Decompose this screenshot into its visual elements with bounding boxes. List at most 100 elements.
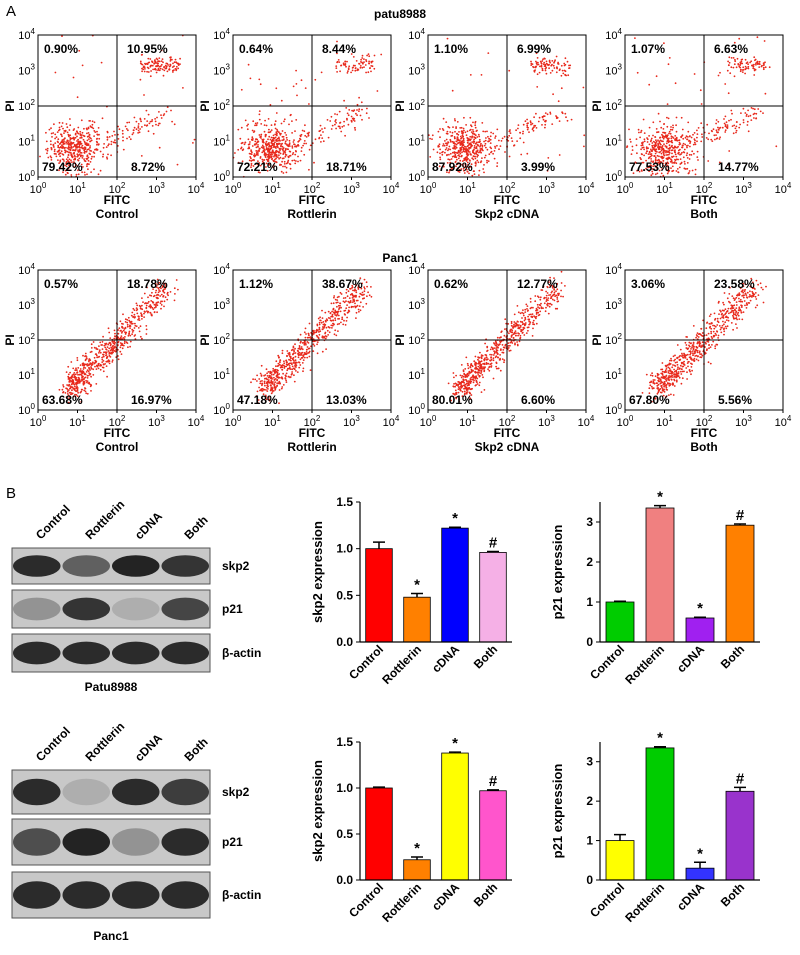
event-dot [284,377,287,380]
event-dot [275,132,278,135]
event-dot [89,385,92,388]
event-dot [499,369,502,372]
event-dot [562,295,564,298]
event-dot [82,383,85,386]
event-dot [736,57,739,60]
event-dot [120,353,123,355]
event-dot [465,124,467,126]
event-dot [743,300,746,302]
x-tick-label: 100 [225,181,242,196]
event-dot [744,65,747,68]
event-dot [73,138,76,141]
event-dot [105,348,108,351]
tick-base: 10 [696,184,708,196]
event-dot [337,125,340,128]
event-dot [87,382,90,385]
event-dot [345,320,348,322]
event-dot [343,313,346,315]
event-dot [119,346,122,349]
event-dot [461,375,464,377]
event-dot [495,362,498,365]
event-dot [555,55,558,58]
event-dot [490,365,493,367]
event-dot [67,159,69,162]
event-dot [549,297,552,300]
event-dot [459,144,462,146]
event-dot [67,394,70,397]
event-dot [731,125,734,127]
event-dot [270,152,273,154]
event-dot [477,133,480,136]
event-dot [346,316,348,319]
event-dot [509,132,512,135]
event-dot [504,328,506,330]
event-dot [109,356,112,358]
event-dot [490,353,493,356]
event-dot [294,347,296,350]
event-dot [255,142,258,145]
event-dot [461,385,463,387]
event-dot [149,120,152,123]
event-dot [153,303,156,306]
event-dot [305,333,307,335]
event-dot [280,99,283,102]
event-dot [535,112,537,115]
event-dot [526,152,529,155]
event-dot [73,162,76,165]
event-dot [290,359,292,362]
event-dot [322,140,325,143]
event-dot [677,145,679,148]
event-dot [666,125,669,128]
event-dot [276,143,279,145]
event-dot [639,136,641,139]
event-dot [151,300,154,303]
event-dot [454,153,457,156]
event-dot [145,304,148,307]
event-dot [312,340,315,343]
event-dot [249,77,252,80]
event-dot [645,146,648,149]
event-dot [343,319,345,322]
event-dot [320,134,322,137]
event-dot [87,144,90,147]
event-dot [662,162,664,165]
tick-base: 10 [343,417,355,429]
event-dot [274,150,277,153]
event-dot [65,371,68,373]
event-dot [95,348,98,350]
event-dot [81,146,83,149]
event-dot [280,144,282,147]
event-dot [117,358,120,361]
event-dot [90,362,93,365]
event-dot [321,137,324,140]
event-dot [46,147,49,150]
event-dot [97,173,100,176]
event-dot [483,389,486,391]
y-axis-label: PI [198,100,212,111]
event-dot [674,135,677,137]
event-dot [557,61,559,64]
event-dot [363,66,365,68]
event-dot [545,300,548,302]
event-dot [336,313,339,315]
event-dot [753,63,755,66]
event-dot [358,62,360,65]
event-dot [482,168,485,170]
event-dot [485,356,488,359]
event-dot [304,352,307,355]
event-dot [366,295,368,298]
event-dot [483,156,486,159]
event-dot [732,132,735,135]
event-dot [482,149,484,152]
event-dot [65,161,68,163]
event-dot [462,165,464,167]
tick-base: 10 [408,101,420,113]
y-tick-label: 100 [408,169,425,184]
event-dot [358,110,360,112]
event-dot [69,118,71,120]
event-dot [446,154,448,157]
event-dot [284,374,287,377]
tick-exponent: 1 [81,181,86,190]
event-dot [753,56,756,59]
event-dot [477,371,480,373]
